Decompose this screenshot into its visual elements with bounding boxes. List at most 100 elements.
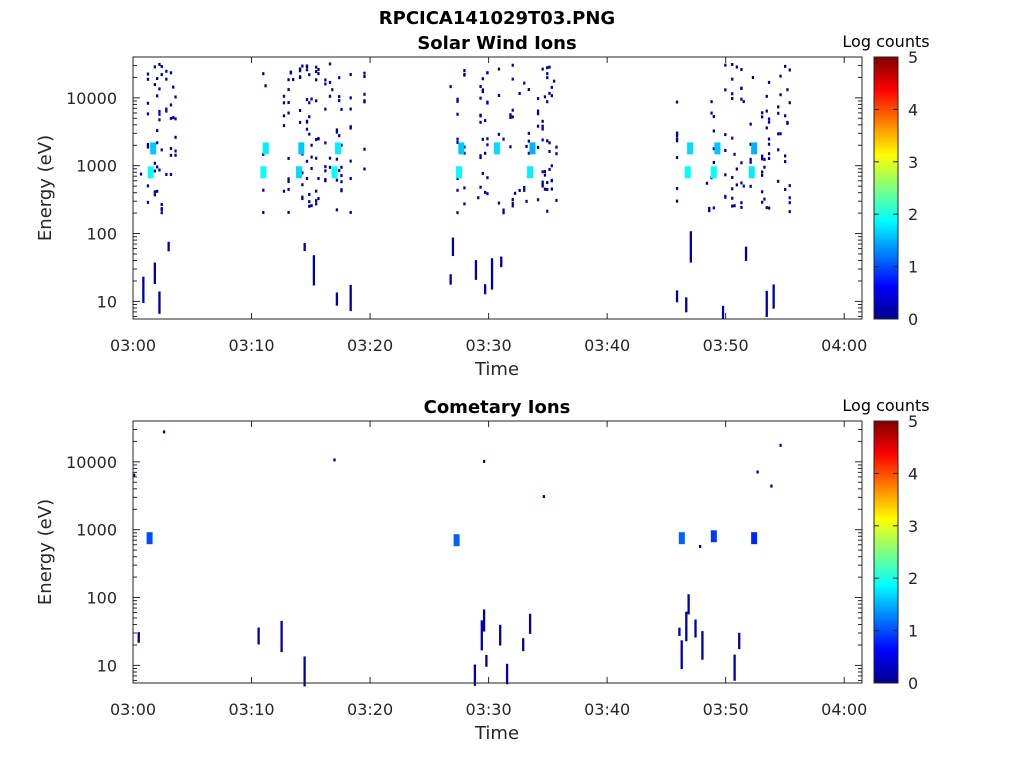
data-pixel [133,473,136,477]
data-pixel [481,77,484,81]
data-pixel [169,146,173,150]
data-pixel [317,176,320,180]
data-pixel [160,148,163,152]
data-pixel [153,65,156,69]
data-streak [744,246,748,261]
data-pixel [518,91,521,95]
data-pixel [456,97,459,101]
data-pixel [783,154,787,158]
data-pixel [174,117,177,121]
data-pixel [335,157,339,161]
data-streak [500,256,503,268]
data-pixel [338,76,341,80]
x-tick-label: 03:10 [228,336,274,355]
data-streak [505,663,509,685]
data-pixel [338,134,341,138]
colorbar [873,420,899,684]
data-pixel [315,70,318,74]
data-pixel [735,65,738,69]
data-pixel [511,108,514,112]
data-pixel [710,111,713,115]
data-pixel [550,187,553,191]
data-pixel [760,200,764,204]
data-streak [499,624,502,646]
data-pixel [724,133,727,137]
data-pixel [335,208,339,212]
data-pixel [502,137,505,141]
data-pixel [731,77,734,81]
data-streak [483,284,487,295]
data-pixel [153,83,156,87]
data-pixel [548,149,551,153]
data-peak [714,142,721,155]
data-streak [485,654,488,667]
data-pixel [165,77,168,81]
data-pixel [675,156,679,160]
colorbar-tick-label: 2 [908,205,918,224]
data-pixel [305,68,309,72]
data-pixel [160,211,163,215]
data-pixel [338,95,341,99]
data-pixel [779,74,782,78]
data-pixel [523,188,526,192]
data-pixel [788,101,791,105]
data-pixel [548,65,551,69]
colorbar-tick-label: 5 [908,412,918,431]
data-pixel [315,65,318,69]
data-pixel [174,95,177,99]
data-pixel [308,204,311,208]
data-pixel [158,118,161,122]
data-pixel [324,141,327,145]
x-tick-label: 03:50 [703,336,749,355]
data-pixel [165,69,168,73]
data-pixel [317,72,320,76]
x-tick-label: 03:40 [584,336,630,355]
data-pixel [733,204,736,208]
data-pixel [675,134,679,138]
colorbar [873,56,899,320]
data-pixel [509,145,512,149]
data-pixel [479,156,482,160]
data-pixel [262,152,265,156]
data-pixel [287,111,290,115]
data-pixel [712,206,715,210]
data-pixel [742,100,745,104]
data-pixel [301,197,304,201]
x-tick-label: 04:00 [821,700,867,719]
data-pixel [456,188,459,192]
data-streak [167,241,170,252]
data-pixel [548,141,551,145]
data-pixel [783,160,787,164]
data-peak [751,532,758,545]
x-tick-label: 03:40 [584,700,630,719]
data-pixel [363,92,366,96]
data-pixel [527,151,530,155]
data-pixel [481,137,484,141]
x-tick-label: 03:00 [110,700,156,719]
data-pixel [146,112,150,116]
data-pixel [740,97,743,101]
data-pixel [305,127,309,131]
data-pixel [555,198,558,202]
data-streak [772,284,775,309]
data-streak [303,243,306,252]
data-pixel [525,144,528,148]
data-pixel [541,138,544,142]
data-pixel [555,152,558,156]
data-pixel [315,156,318,160]
data-peak [331,166,338,179]
data-pixel [541,127,544,131]
data-pixel [146,142,150,146]
data-pixel [541,119,544,123]
colorbar-ticks: 0 1 2 3 4 5 [874,412,918,693]
data-peak [748,166,755,179]
data-pixel [731,92,734,96]
data-pixel [511,201,514,205]
data-pixel [335,178,339,182]
data-streak [765,290,768,317]
data-pixel [160,202,163,206]
data-marks [139,62,791,320]
data-pixel [788,196,791,200]
data-pixel [287,177,290,181]
data-pixel [543,170,547,174]
